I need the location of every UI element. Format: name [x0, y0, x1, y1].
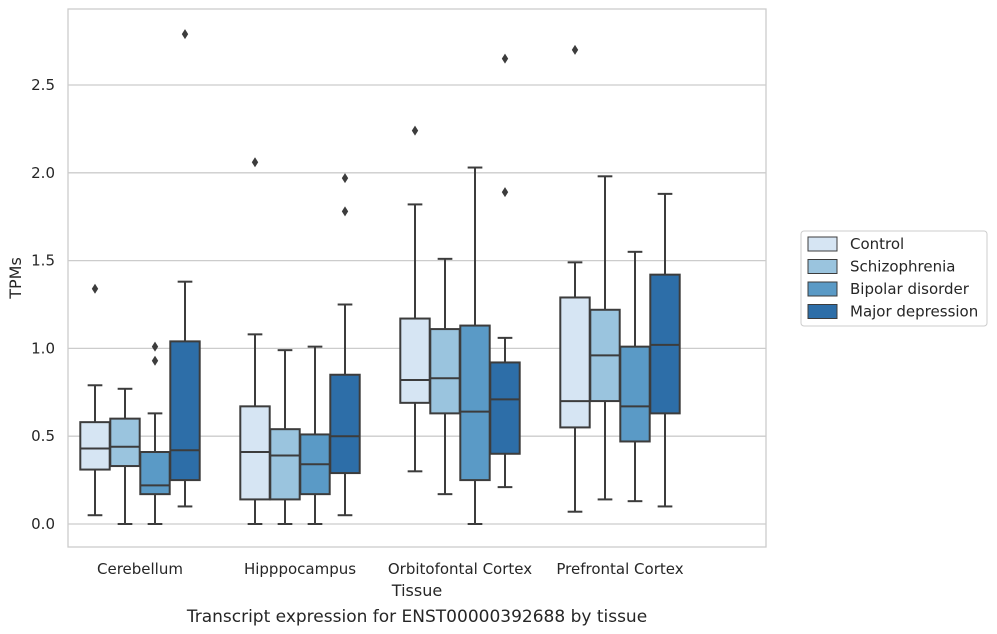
box-group	[299, 345, 331, 525]
x-tick-label: Cerebellum	[97, 560, 183, 578]
y-tick-label: 2.0	[31, 164, 55, 182]
boxes	[79, 29, 681, 525]
box-group	[399, 125, 431, 473]
y-tick-label: 1.0	[31, 339, 55, 357]
iqr-box	[459, 324, 491, 482]
chart-caption: Transcript expression for ENST0000039268…	[186, 607, 647, 627]
box-group	[79, 283, 111, 517]
legend-label: Bipolar disorder	[850, 280, 970, 298]
iqr-box	[109, 417, 141, 468]
x-axis-title: Tissue	[391, 581, 442, 600]
y-tick-labels: 0.0 0.5 1.0 1.5 2.0 2.5	[31, 76, 55, 533]
legend-swatch	[807, 281, 838, 297]
box-group	[169, 29, 201, 508]
legend-swatch	[807, 236, 838, 252]
y-axis-title: TPMs	[6, 257, 25, 300]
iqr-box	[329, 373, 361, 475]
iqr-box	[139, 451, 171, 496]
box-group	[109, 387, 141, 525]
legend-label: Schizophrenia	[850, 258, 955, 276]
outlier-point	[151, 355, 159, 366]
box-group	[329, 173, 361, 517]
iqr-box	[269, 428, 301, 501]
outlier-point	[411, 125, 419, 136]
x-tick-labels: Cerebellum Hipppocampus Orbitofontal Corte…	[97, 560, 684, 578]
x-tick-label: Orbitofontal Cortex	[388, 560, 532, 578]
iqr-box	[559, 296, 591, 429]
iqr-box	[79, 421, 111, 471]
legend: Control Schizophrenia Bipolar disorder Majo…	[800, 230, 988, 327]
outlier-point	[251, 157, 259, 168]
outlier-point	[571, 44, 579, 55]
box-group	[619, 250, 651, 503]
y-tick-label: 0.5	[31, 427, 55, 445]
iqr-box	[489, 361, 521, 455]
legend-label: Major depression	[850, 303, 978, 321]
outlier-point	[501, 187, 509, 198]
x-tick-label: Prefrontal Cortex	[556, 560, 683, 578]
y-tick-label: 1.5	[31, 252, 55, 270]
outlier-point	[341, 206, 349, 217]
legend-label: Control	[850, 235, 904, 253]
outlier-point	[151, 341, 159, 352]
legend-swatch	[807, 304, 838, 319]
box-group	[269, 349, 301, 525]
box-group	[559, 44, 591, 513]
legend-frame	[800, 230, 988, 327]
box-group	[139, 341, 171, 525]
x-tick-label: Hipppocampus	[244, 560, 356, 578]
outlier-point	[501, 53, 509, 64]
iqr-box	[169, 340, 201, 482]
y-tick-label: 2.5	[31, 76, 55, 94]
iqr-box	[429, 328, 461, 415]
outlier-point	[341, 173, 349, 184]
legend-swatch	[807, 259, 838, 274]
box-group	[589, 175, 621, 501]
plot-frame	[67, 8, 767, 548]
box-group	[429, 257, 461, 496]
box-group	[649, 192, 681, 508]
box-group	[489, 53, 521, 489]
outlier-point	[181, 29, 189, 40]
iqr-box	[619, 345, 651, 443]
box-group	[239, 157, 271, 525]
outlier-point	[91, 283, 99, 294]
y-tick-label: 0.0	[31, 515, 55, 533]
box-group	[459, 166, 491, 525]
iqr-box	[399, 317, 431, 404]
